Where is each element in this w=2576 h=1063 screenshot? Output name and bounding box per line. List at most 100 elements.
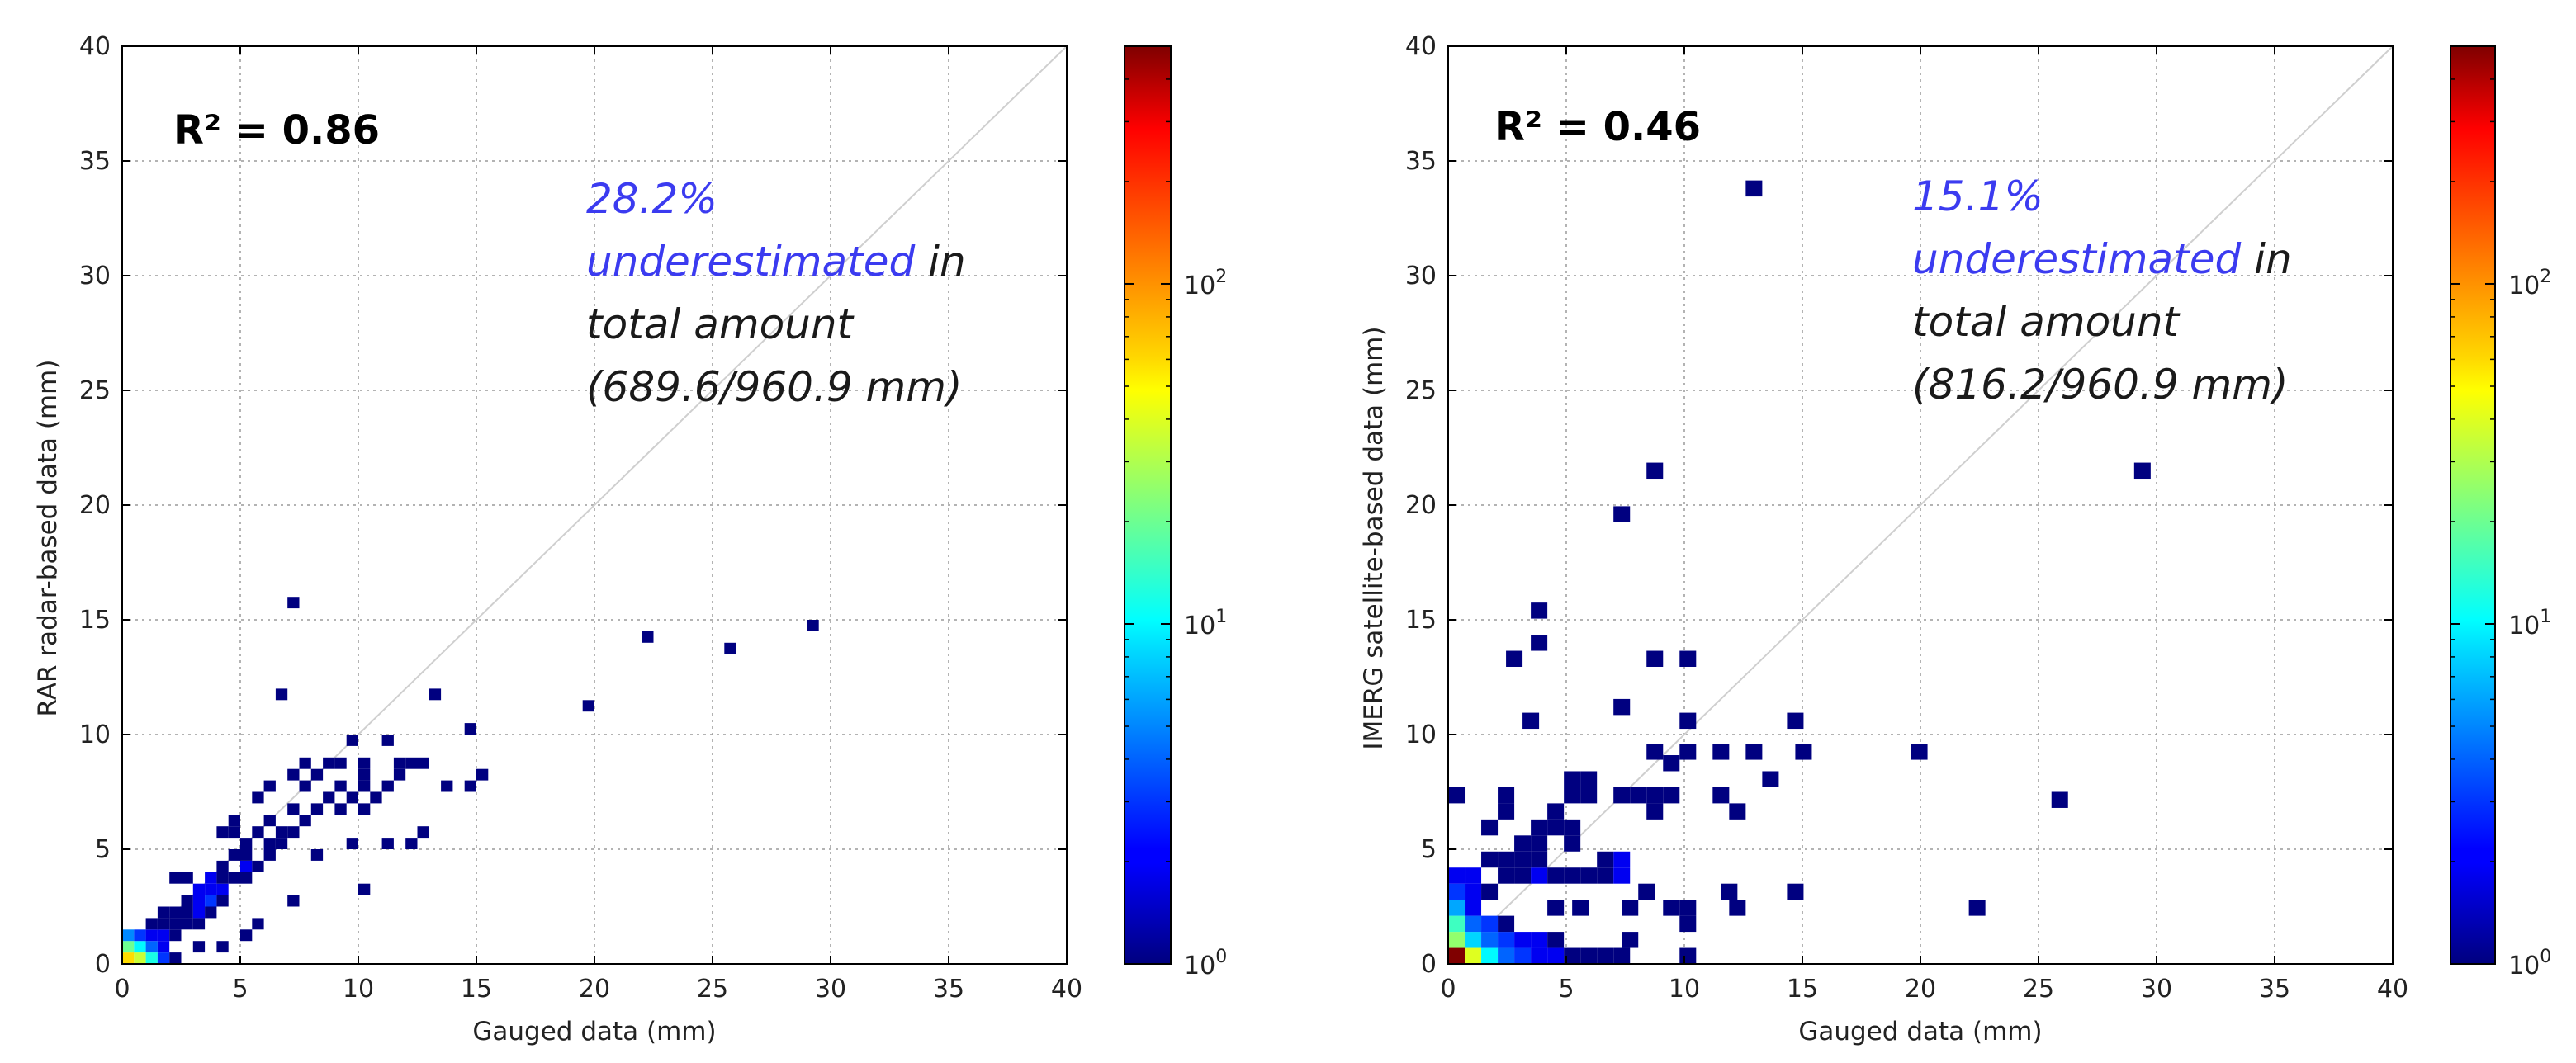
heatmap-cell bbox=[1622, 932, 1638, 947]
heatmap-cell bbox=[1679, 900, 1696, 915]
y-tick-label: 5 bbox=[95, 835, 111, 864]
panel-imerg: 0 5 10 15 20 25 30 35 40 0510152025303540 Gauged… bbox=[1359, 32, 2551, 1046]
y-tick-label: 0 bbox=[1421, 950, 1437, 979]
heatmap-cell bbox=[1448, 867, 1465, 883]
annotation: 28.2% underestimated in total amount (68… bbox=[586, 175, 979, 411]
colorbar-tick-base: 10 bbox=[2508, 272, 2540, 300]
annotation-percent: 15.1% bbox=[1912, 172, 2043, 220]
heatmap-cell bbox=[287, 597, 299, 608]
heatmap-cell bbox=[1547, 948, 1564, 964]
heatmap-cell bbox=[1522, 713, 1539, 729]
heatmap-cell bbox=[193, 884, 205, 895]
heatmap-cell bbox=[216, 941, 228, 952]
heatmap-cell bbox=[276, 688, 287, 700]
heatmap-cell bbox=[216, 826, 228, 838]
heatmap-cell bbox=[1498, 803, 1514, 819]
heatmap-cell bbox=[1613, 787, 1630, 803]
heatmap-cell bbox=[193, 918, 205, 929]
heatmap-cell bbox=[1531, 948, 1547, 964]
heatmap-cell bbox=[1613, 867, 1630, 883]
heatmap-cell bbox=[1613, 699, 1630, 715]
heatmap-cell bbox=[205, 895, 216, 907]
heatmap-cell bbox=[1663, 755, 1679, 771]
annotation-in: in bbox=[915, 238, 965, 286]
heatmap-cell bbox=[1572, 900, 1589, 915]
heatmap-cell bbox=[1580, 948, 1597, 964]
heatmap-cell bbox=[193, 907, 205, 919]
heatmap-cell bbox=[276, 826, 287, 838]
y-tick-label: 10 bbox=[1405, 720, 1437, 749]
r-squared-label: R² = 0.86 bbox=[173, 107, 380, 154]
annotation: 15.1% underestimated in total amount (81… bbox=[1912, 172, 2305, 409]
heatmap-cell bbox=[418, 758, 429, 769]
heatmap-cell bbox=[1498, 948, 1514, 964]
heatmap-cell bbox=[1531, 835, 1547, 851]
heatmap-cell bbox=[300, 758, 311, 769]
heatmap-cell bbox=[1638, 884, 1655, 900]
heatmap-cell bbox=[1646, 787, 1663, 803]
heatmap-cell bbox=[358, 884, 370, 895]
heatmap-cell bbox=[1663, 787, 1679, 803]
colorbar-tick-base: 10 bbox=[1184, 952, 1215, 980]
heatmap-cell bbox=[146, 918, 158, 929]
y-tick-label: 10 bbox=[79, 720, 111, 749]
heatmap-cell bbox=[1613, 948, 1630, 964]
y-tick-label: 20 bbox=[1405, 491, 1437, 520]
heatmap-cell bbox=[146, 941, 158, 952]
heatmap-cell bbox=[1498, 852, 1514, 867]
x-tick-label: 25 bbox=[2023, 975, 2054, 1004]
heatmap-cell bbox=[2134, 463, 2151, 479]
heatmap-cell bbox=[1448, 787, 1465, 803]
heatmap-cell bbox=[642, 631, 653, 643]
heatmap-cell bbox=[1498, 867, 1514, 883]
heatmap-cell bbox=[158, 918, 169, 929]
heatmap-cell bbox=[134, 941, 145, 952]
heatmap-cell bbox=[216, 872, 228, 884]
heatmap-cell bbox=[240, 929, 252, 941]
heatmap-cell bbox=[1646, 463, 1663, 479]
heatmap-cell bbox=[1481, 852, 1498, 867]
heatmap-cell bbox=[476, 769, 488, 781]
heatmap-cell bbox=[1498, 932, 1514, 947]
heatmap-cell bbox=[1580, 771, 1597, 787]
y-tick-label: 30 bbox=[1405, 262, 1437, 291]
x-tick-label: 5 bbox=[232, 975, 248, 1004]
heatmap-cell bbox=[1506, 651, 1522, 667]
heatmap-cell bbox=[1646, 803, 1663, 819]
heatmap-cell bbox=[382, 838, 394, 849]
heatmap-cell bbox=[465, 723, 476, 735]
heatmap-cell bbox=[122, 941, 134, 952]
heatmap-cell bbox=[1481, 884, 1498, 900]
heatmap-cell bbox=[1448, 948, 1465, 964]
heatmap-cell bbox=[1547, 820, 1564, 835]
heatmap-cell bbox=[1465, 932, 1481, 947]
heatmap-cell bbox=[1613, 506, 1630, 522]
heatmap-cell bbox=[1498, 787, 1514, 803]
heatmap-cell bbox=[1679, 948, 1696, 964]
colorbar-tick-exponent: 0 bbox=[2540, 947, 2551, 967]
heatmap-cell bbox=[358, 769, 370, 781]
y-tick-label: 35 bbox=[79, 147, 111, 176]
heatmap-cell bbox=[1597, 867, 1613, 883]
annotation-total: total amount bbox=[586, 300, 855, 348]
heatmap-cell bbox=[323, 792, 334, 804]
y-tick-label: 30 bbox=[79, 262, 111, 291]
heatmap-cell bbox=[158, 952, 169, 964]
y-tick-label: 5 bbox=[1421, 835, 1437, 864]
heatmap-cell bbox=[1663, 900, 1679, 915]
heatmap-cell bbox=[146, 929, 158, 941]
heatmap-cell bbox=[1481, 820, 1498, 835]
colorbar-tick-base: 10 bbox=[2508, 612, 2540, 640]
heatmap-cell bbox=[229, 872, 240, 884]
heatmap-cell bbox=[1630, 787, 1646, 803]
heatmap-cell bbox=[300, 815, 311, 826]
heatmap-cell bbox=[1911, 744, 1928, 759]
heatmap-cell bbox=[1729, 900, 1745, 915]
heatmap-cell bbox=[465, 781, 476, 792]
heatmap-cell bbox=[252, 861, 263, 872]
heatmap-cell bbox=[1465, 900, 1481, 915]
heatmap-cell bbox=[300, 781, 311, 792]
heatmap-cell bbox=[1580, 787, 1597, 803]
heatmap-cell bbox=[1481, 932, 1498, 947]
heatmap-cell bbox=[158, 929, 169, 941]
